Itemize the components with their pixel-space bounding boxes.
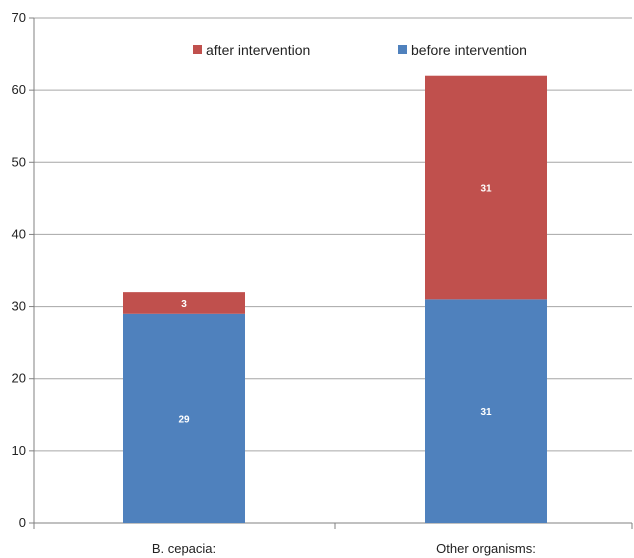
y-tick-label-40: 40 — [12, 226, 26, 241]
data-label-2-before-intervention: 31 — [480, 407, 492, 418]
legend-label-after-intervention: after intervention — [206, 42, 310, 58]
legend-label-before-intervention: before intervention — [411, 42, 527, 58]
legend-swatch-before-intervention — [398, 45, 407, 54]
data-label-1-before-intervention: 29 — [178, 414, 190, 425]
legend: after intervention before intervention — [193, 42, 527, 58]
legend-swatch-after-intervention — [193, 45, 202, 54]
data-label-1-after-intervention: 3 — [181, 299, 187, 310]
y-tick-label-60: 60 — [12, 82, 26, 97]
data-labels: 29 3 31 31 — [178, 184, 492, 426]
x-category-label-1: B. cepacia: — [152, 541, 216, 556]
y-tick-label-10: 10 — [12, 443, 26, 458]
y-tick-label-30: 30 — [12, 299, 26, 314]
bar-1-after-intervention — [123, 292, 245, 314]
y-tick-label-70: 70 — [12, 10, 26, 25]
y-tick-label-50: 50 — [12, 154, 26, 169]
bars — [123, 75, 547, 523]
y-tick-label-20: 20 — [12, 371, 26, 386]
data-label-2-after-intervention: 31 — [480, 184, 492, 195]
bar-2-before-intervention — [425, 299, 547, 523]
y-tick-label-0: 0 — [19, 515, 26, 530]
x-category-label-2: Other organisms: — [436, 541, 536, 556]
bar-2-after-intervention — [425, 75, 547, 300]
bar-1-before-intervention — [123, 313, 245, 523]
